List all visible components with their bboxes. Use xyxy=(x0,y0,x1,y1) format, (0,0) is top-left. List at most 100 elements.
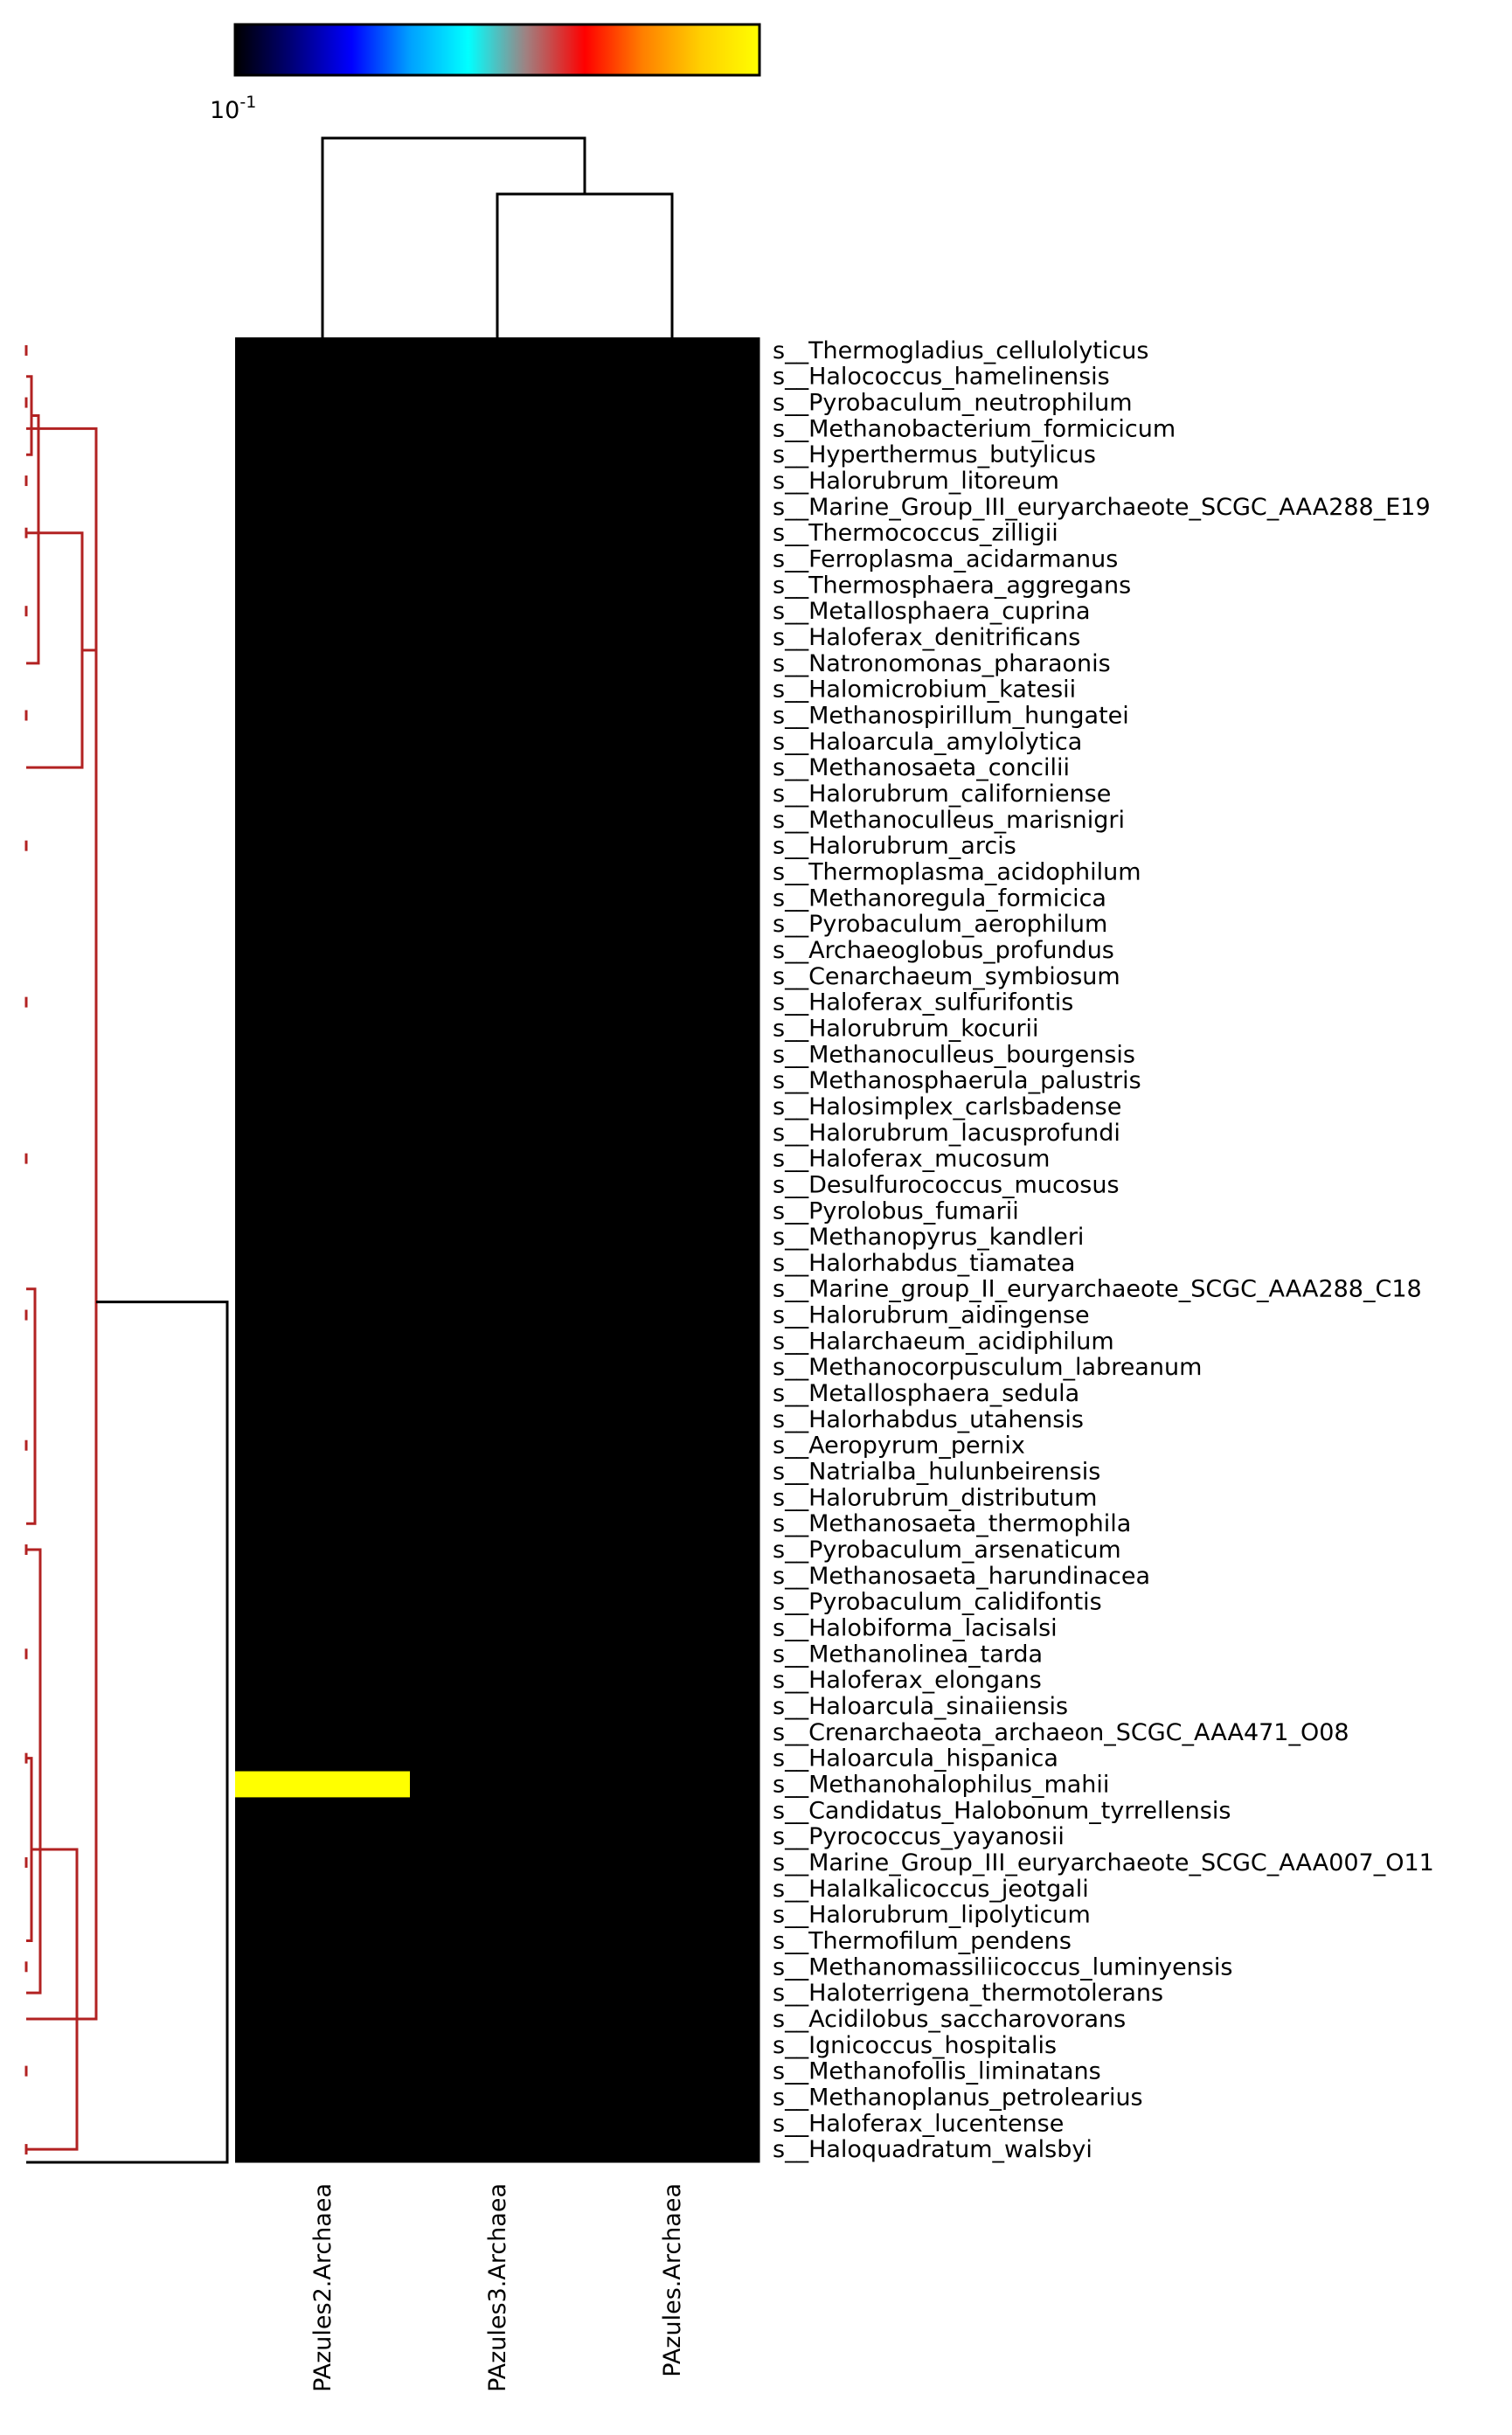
heatmap-cell xyxy=(235,989,411,1016)
heatmap-cell xyxy=(410,2110,586,2137)
heatmap-cell xyxy=(585,780,760,808)
heatmap-cell xyxy=(235,1015,411,1042)
heatmap-cell xyxy=(585,1354,760,1381)
heatmap-cell xyxy=(235,1562,411,1590)
row-label: s__Candidatus_Halobonum_tyrrellensis xyxy=(773,1797,1231,1824)
row-label: s__Methanosaeta_harundinacea xyxy=(773,1563,1150,1590)
row-label: s__Methanomassiliicoccus_luminyensis xyxy=(773,1953,1232,1981)
heatmap-cell xyxy=(410,1980,586,2007)
row-label: s__Thermococcus_zilligii xyxy=(773,520,1058,547)
heatmap-cell xyxy=(235,519,411,547)
row-label: s__Pyrolobus_fumarii xyxy=(773,1197,1019,1224)
row-label: s__Natronomonas_pharaonis xyxy=(773,650,1111,677)
dendrogram-branch xyxy=(26,1548,42,1994)
dendrogram-branch xyxy=(26,427,98,2021)
row-label: s__Methanosaeta_thermophila xyxy=(773,1510,1131,1537)
heatmap-cell xyxy=(235,806,411,834)
row-label: s__Methanolinea_tarda xyxy=(773,1641,1043,1668)
dendrogram-branch xyxy=(26,1757,33,1942)
heatmap-cell xyxy=(235,1328,411,1355)
heatmap-cell xyxy=(585,1823,760,1850)
heatmap-cell xyxy=(235,1823,411,1850)
row-label: s__Metallosphaera_cuprina xyxy=(773,598,1091,625)
row-label: s__Halalkalicoccus_jeotgali xyxy=(773,1876,1089,1903)
row-label: s__Halobiforma_lacisalsi xyxy=(773,1615,1058,1642)
heatmap-cell xyxy=(235,1250,411,1277)
heatmap-cell xyxy=(410,1927,586,1954)
row-label: s__Pyrobaculum_calidifontis xyxy=(773,1589,1102,1616)
heatmap-cell xyxy=(585,1510,760,1537)
heatmap-cell xyxy=(235,1510,411,1537)
heatmap-cell xyxy=(585,493,760,521)
row-label: s__Methanoplanus_petrolearius xyxy=(773,2084,1143,2111)
heatmap-cell xyxy=(585,545,760,572)
heatmap-cell xyxy=(585,389,760,416)
heatmap-cell xyxy=(585,702,760,729)
heatmap-cell xyxy=(235,937,411,964)
heatmap-cell xyxy=(585,1405,760,1433)
heatmap-cell xyxy=(410,1354,586,1381)
heatmap-cell xyxy=(410,1224,586,1251)
heatmap-cell xyxy=(235,1380,411,1407)
heatmap-cell xyxy=(410,885,586,912)
heatmap-cell xyxy=(585,1250,760,1277)
heatmap-cell xyxy=(235,858,411,885)
heatmap-cell xyxy=(410,1093,586,1120)
row-label: s__Pyrobaculum_arsenaticum xyxy=(773,1537,1121,1564)
heatmap-cell xyxy=(585,1718,760,1746)
heatmap-cell xyxy=(235,1667,411,1694)
heatmap-cell xyxy=(235,1484,411,1511)
row-label: s__Methanocorpusculum_labreanum xyxy=(773,1354,1202,1381)
row-label: s__Halorubrum_californiense xyxy=(773,780,1111,808)
heatmap-cell xyxy=(235,441,411,468)
heatmap-cell xyxy=(585,962,760,990)
heatmap-cell xyxy=(235,493,411,521)
row-label: s__Haloquadratum_walsbyi xyxy=(773,2136,1092,2163)
heatmap-cell xyxy=(235,389,411,416)
heatmap-cell xyxy=(585,649,760,677)
heatmap-cell xyxy=(410,2031,586,2059)
heatmap-cell xyxy=(585,911,760,938)
heatmap-cell xyxy=(235,468,411,495)
heatmap-cell xyxy=(235,1197,411,1224)
heatmap-cell xyxy=(585,728,760,755)
row-label: s__Desulfurococcus_mucosus xyxy=(773,1171,1120,1198)
heatmap-cell xyxy=(585,1537,760,1564)
heatmap-cell xyxy=(585,415,760,442)
heatmap-cell xyxy=(410,1745,586,1772)
row-label: s__Haloterrigena_thermotolerans xyxy=(773,1980,1163,2007)
heatmap-cell xyxy=(585,1458,760,1485)
heatmap-cells xyxy=(235,337,760,2163)
heatmap-cell xyxy=(410,468,586,495)
row-label: s__Ignicoccus_hospitalis xyxy=(773,2032,1057,2059)
row-label: s__Haloferax_mucosum xyxy=(773,1146,1050,1173)
row-label: s__Natrialba_hulunbeirensis xyxy=(773,1459,1100,1486)
heatmap-cell xyxy=(410,389,586,416)
row-label: s__Methanospirillum_hungatei xyxy=(773,703,1129,730)
heatmap-cell xyxy=(410,832,586,860)
heatmap-cell xyxy=(410,702,586,729)
heatmap-cell xyxy=(410,780,586,808)
dendrogram-branch xyxy=(26,1848,79,2151)
heatmap-cell xyxy=(235,2057,411,2085)
heatmap-cell xyxy=(235,2084,411,2111)
heatmap-cell xyxy=(410,1667,586,1694)
row-label: s__Thermogladius_cellulolyticus xyxy=(773,337,1148,364)
row-label: s__Methanopyrus_kandleri xyxy=(773,1224,1084,1251)
dendrogram-branch xyxy=(26,1301,229,2164)
heatmap-cell xyxy=(410,1171,586,1198)
row-label: s__Haloferax_sulfurifontis xyxy=(773,989,1073,1016)
row-label: s__Haloferax_denitrificans xyxy=(773,624,1080,651)
row-label: s__Halorubrum_kocurii xyxy=(773,1015,1039,1042)
heatmap-cell xyxy=(585,1432,760,1460)
heatmap-cell xyxy=(235,1145,411,1173)
heatmap-cell xyxy=(410,598,586,625)
row-label: s__Halococcus_hamelinensis xyxy=(773,364,1110,391)
row-label: s__Thermofilum_pendens xyxy=(773,1927,1072,1954)
row-label: s__Crenarchaeota_archaeon_SCGC_AAA471_O0… xyxy=(773,1719,1349,1746)
heatmap-cell xyxy=(235,702,411,729)
heatmap-cell xyxy=(585,1771,760,1798)
heatmap-cell xyxy=(235,2031,411,2059)
heatmap-cell xyxy=(410,858,586,885)
